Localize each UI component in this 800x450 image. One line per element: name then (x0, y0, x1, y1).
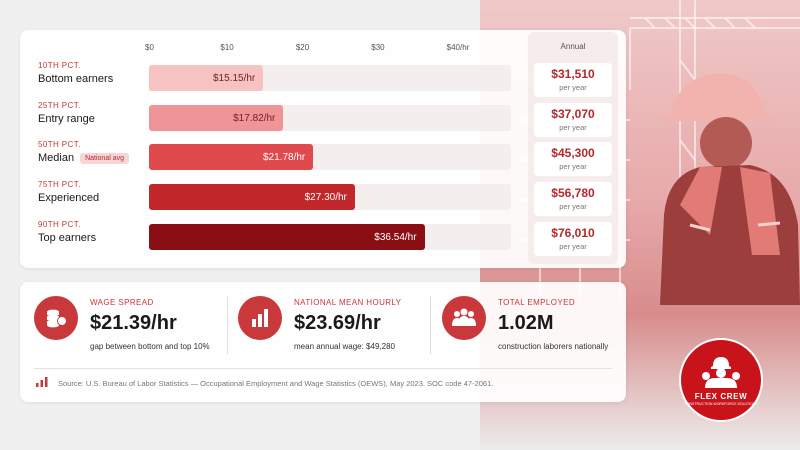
row-name-text: Median (38, 152, 75, 164)
wage-chart-card: $0 $10 $20 $30 $40/hr 10TH PCT. Bottom earner… (20, 30, 626, 268)
bar-track: $36.54/hr (149, 224, 511, 250)
bar-value-label: $15.15/hr (212, 72, 256, 84)
construction-worker-illustration (660, 73, 800, 305)
bar-value-label: $27.30/hr (304, 191, 347, 203)
x-tick-label: $40/hr (446, 43, 470, 52)
stat-sub: gap between bottom and top 10% (90, 342, 210, 351)
wage-bar: $27.30/hr (149, 184, 355, 210)
stat-label: TOTAL EMPLOYED (498, 298, 576, 307)
annual-sub: per year (559, 83, 587, 92)
row-label: 90TH PCT. Top earners (38, 220, 96, 244)
annual-sub: per year (559, 242, 587, 251)
stat-label: NATIONAL MEAN HOURLY (294, 298, 402, 307)
annual-sub: per year (559, 202, 587, 211)
row-name: Bottom earners (38, 73, 113, 85)
stat-wage-spread: WAGE SPREAD $21.39/hr gap between bottom… (34, 292, 224, 352)
annual-header: Annual (560, 42, 586, 51)
row-name: Entry range (38, 113, 95, 125)
stat-sub: construction laborers nationally (498, 342, 609, 351)
stat-mean-hourly: NATIONAL MEAN HOURLY $23.69/hr mean annu… (238, 292, 428, 352)
row-name: Experienced (38, 192, 99, 204)
annual-sub: per year (559, 162, 587, 171)
stat-sub: mean annual wage: $49,280 (294, 342, 395, 351)
annual-value: $37,070 (551, 107, 595, 121)
annual-value: $56,780 (551, 186, 595, 200)
bar-track: $21.78/hr (149, 144, 511, 170)
row-label: 50TH PCT. Median National avg (38, 140, 129, 164)
row-name: Median National avg (38, 152, 129, 164)
annual-cell: $37,070 per year (534, 103, 612, 137)
x-tick-label: $0 (145, 43, 154, 52)
chart-icon (36, 377, 48, 387)
bar-value-label: $17.82/hr (233, 112, 276, 124)
bar-chart-icon (238, 296, 282, 340)
annual-cell: $76,010 per year (534, 222, 612, 256)
annual-value: $31,510 (551, 67, 595, 81)
coins-icon (34, 296, 78, 340)
row-name: Top earners (38, 232, 96, 244)
row-name-text: Top earners (38, 232, 97, 244)
bar-track: $17.82/hr (149, 105, 511, 131)
row-name-text: Bottom earners (38, 73, 114, 85)
stat-value: $21.39/hr (90, 312, 177, 334)
annual-cell: $56,780 per year (534, 182, 612, 216)
flex-crew-logo: FLEX CREW CONSTRUCTION WORKFORCE SOLUTIO… (679, 338, 763, 422)
national-avg-badge: National avg (80, 152, 129, 164)
wage-bar: $36.54/hr (149, 224, 425, 250)
annual-column: Annual $31,510 per year $37,070 per year $45… (528, 32, 618, 264)
bar-track: $27.30/hr (149, 184, 511, 210)
x-tick-label: $10 (220, 43, 234, 52)
divider (227, 296, 228, 354)
bar-value-label: $21.78/hr (262, 151, 306, 163)
annual-cell: $45,300 per year (534, 142, 612, 176)
stats-card: WAGE SPREAD $21.39/hr gap between bottom… (20, 282, 626, 402)
logo-text: FLEX CREW (694, 392, 748, 401)
annual-value: $45,300 (551, 146, 595, 160)
stat-total-employed: TOTAL EMPLOYED 1.02M construction labore… (442, 292, 622, 352)
wage-bar: $17.82/hr (149, 105, 284, 131)
divider (34, 368, 612, 369)
stat-label: WAGE SPREAD (90, 298, 154, 307)
stat-value: 1.02M (498, 312, 554, 334)
stat-value: $23.69/hr (294, 312, 381, 334)
row-name-text: Entry range (38, 113, 95, 125)
divider (430, 296, 431, 354)
percentile-label: 10TH PCT. (38, 61, 81, 70)
logo-tagline: CONSTRUCTION WORKFORCE SOLUTIONS (684, 402, 758, 406)
bar-value-label: $36.54/hr (374, 231, 417, 243)
row-label: 75TH PCT. Experienced (38, 180, 99, 204)
worker-mascot-icon (702, 357, 740, 388)
annual-value: $76,010 (551, 226, 595, 240)
percentile-label: 25TH PCT. (38, 101, 81, 110)
percentile-label: 90TH PCT. (38, 220, 81, 229)
wage-bar: $21.78/hr (149, 144, 314, 170)
row-name-text: Experienced (38, 192, 100, 204)
x-tick-label: $20 (295, 43, 310, 52)
people-icon (442, 296, 486, 340)
row-label: 25TH PCT. Entry range (38, 101, 95, 125)
x-tick-label: $30 (371, 43, 385, 52)
bar-track: $15.15/hr (149, 65, 511, 91)
row-label: 10TH PCT. Bottom earners (38, 61, 113, 85)
wage-bar: $15.15/hr (149, 65, 264, 91)
percentile-label: 75TH PCT. (38, 180, 81, 189)
percentile-label: 50TH PCT. (38, 140, 81, 149)
source-note: Source: U.S. Bureau of Labor Statistics … (58, 379, 494, 388)
annual-sub: per year (559, 123, 587, 132)
annual-cell: $31,510 per year (534, 63, 612, 97)
